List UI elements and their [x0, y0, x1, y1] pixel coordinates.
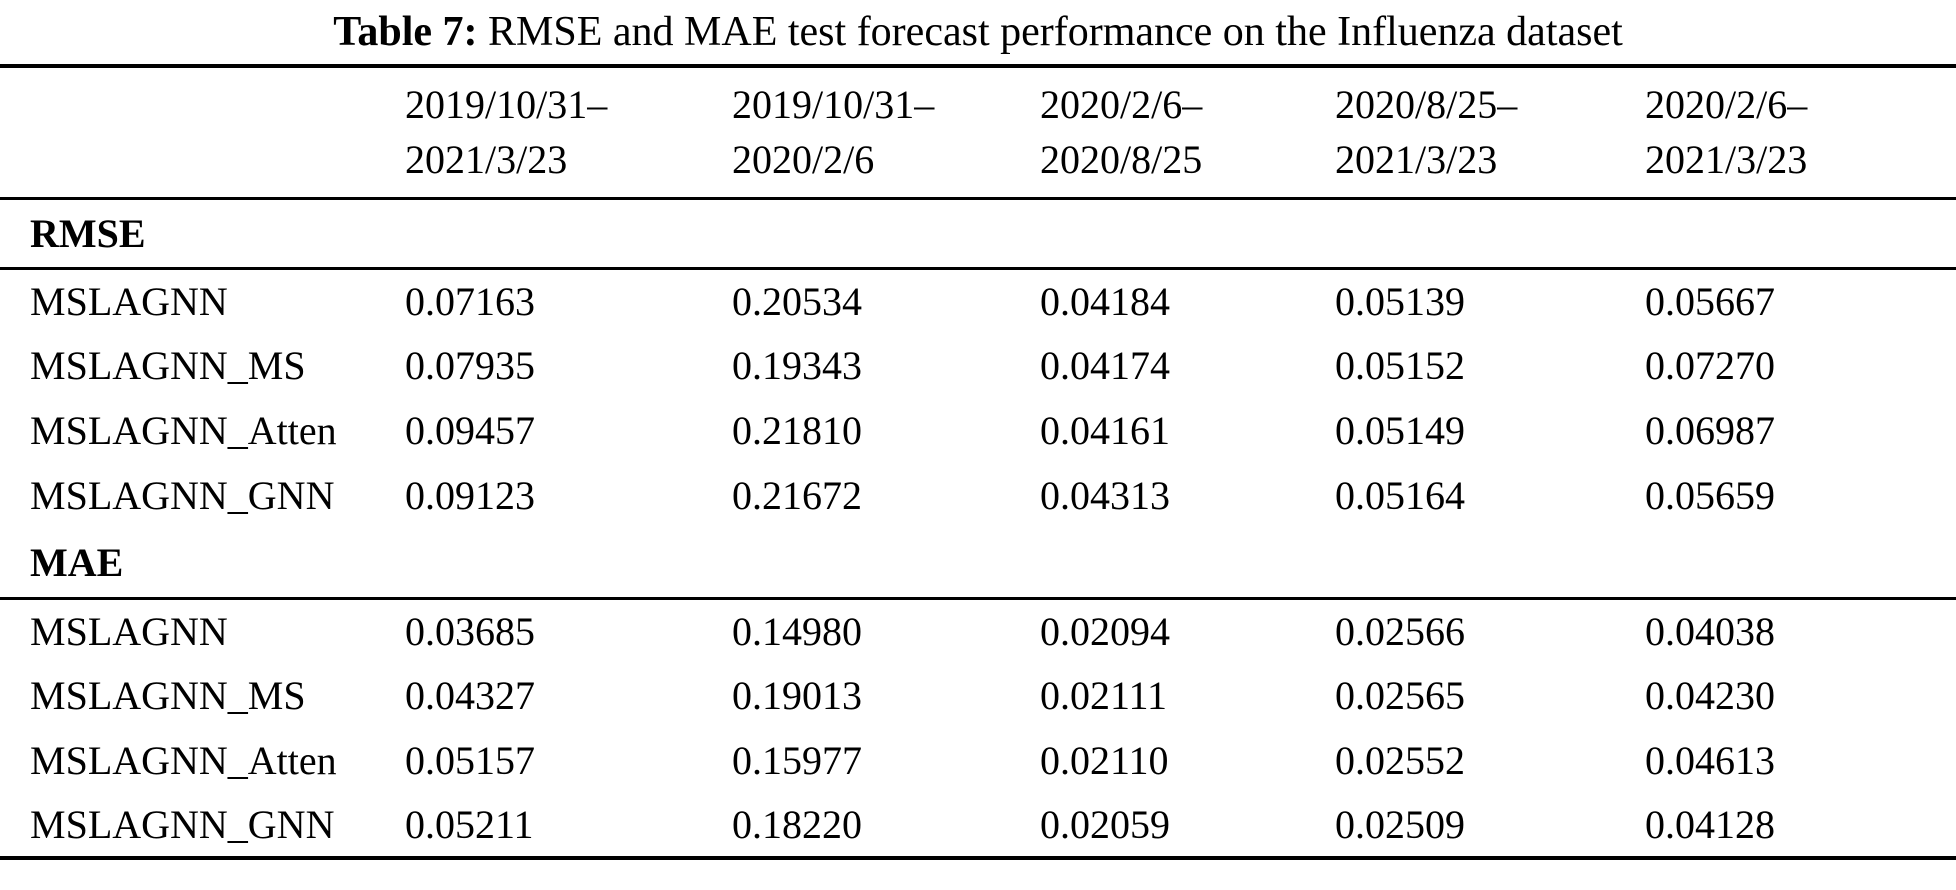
metric-value: 0.05667 [1645, 278, 1775, 324]
model-label: MSLAGNN_Atten [30, 738, 337, 783]
model-label: MSLAGNN_GNN [30, 802, 335, 847]
metric-value: 0.03685 [405, 608, 535, 654]
metric-value: 0.19013 [732, 673, 862, 718]
metric-value: 0.09457 [405, 408, 535, 453]
model-label: MSLAGNN_GNN [30, 473, 335, 518]
column-header-range-3: 2020/2/6– 2020/8/25 [1010, 66, 1305, 198]
table-row: MSLAGNN_Atten 0.09457 0.21810 0.04161 0.… [0, 398, 1956, 463]
metric-value: 0.15977 [732, 738, 862, 783]
metric-value: 0.02552 [1335, 738, 1465, 783]
metric-value: 0.05139 [1335, 278, 1465, 324]
metric-value: 0.02111 [1040, 673, 1168, 718]
metric-value: 0.02566 [1335, 608, 1465, 654]
metric-value: 0.04327 [405, 673, 535, 718]
date-range-start: 2019/10/31– [405, 82, 608, 128]
table-row: MSLAGNN_Atten 0.05157 0.15977 0.02110 0.… [0, 728, 1956, 793]
metric-value: 0.20534 [732, 278, 862, 324]
date-range-end: 2021/3/23 [405, 137, 568, 183]
date-range-start: 2020/8/25– [1335, 82, 1518, 128]
metric-value: 0.06987 [1645, 408, 1775, 453]
caption-label: Table 7: [333, 9, 478, 55]
metric-value: 0.07163 [405, 278, 535, 324]
metric-value: 0.04038 [1645, 608, 1775, 654]
model-label: MSLAGNN [30, 278, 228, 324]
metric-value: 0.07270 [1645, 343, 1775, 388]
metric-value: 0.09123 [405, 473, 535, 518]
column-header-row: 2019/10/31– 2021/3/23 2019/10/31– 2020/2… [0, 66, 1956, 198]
section-header-label: MAE [30, 539, 124, 585]
metric-value: 0.14980 [732, 608, 862, 654]
metric-value: 0.05152 [1335, 343, 1465, 388]
section-header-row: RMSE [0, 198, 1956, 268]
metric-value: 0.04230 [1645, 673, 1775, 718]
date-range-end: 2021/3/23 [1335, 137, 1498, 183]
metric-value: 0.21810 [732, 408, 862, 453]
table-row: MSLAGNN 0.07163 0.20534 0.04184 0.05139 … [0, 268, 1956, 333]
section-mae: MAE MSLAGNN 0.03685 0.14980 0.02094 0.02… [0, 528, 1956, 858]
model-label: MSLAGNN [30, 608, 228, 654]
column-header-empty [0, 66, 375, 198]
section-header-label: RMSE [30, 210, 146, 256]
metric-value: 0.05149 [1335, 408, 1465, 453]
column-header-range-4: 2020/8/25– 2021/3/23 [1305, 66, 1615, 198]
metric-value: 0.04128 [1645, 802, 1775, 847]
metric-value: 0.04313 [1040, 473, 1170, 518]
table-row: MSLAGNN_MS 0.04327 0.19013 0.02111 0.025… [0, 663, 1956, 728]
table-row: MSLAGNN_GNN 0.09123 0.21672 0.04313 0.05… [0, 463, 1956, 528]
metric-value: 0.02565 [1335, 673, 1465, 718]
metric-value: 0.05659 [1645, 473, 1775, 518]
metric-value: 0.02094 [1040, 608, 1170, 654]
metric-value: 0.04184 [1040, 278, 1170, 324]
date-range-end: 2020/2/6 [732, 137, 875, 183]
column-header-range-1: 2019/10/31– 2021/3/23 [375, 66, 702, 198]
caption-text: RMSE and MAE test forecast performance o… [488, 9, 1623, 55]
metric-value: 0.05164 [1335, 473, 1465, 518]
date-range-start: 2019/10/31– [732, 82, 935, 128]
metric-value: 0.18220 [732, 802, 862, 847]
metric-value: 0.02509 [1335, 802, 1465, 847]
date-range-start: 2020/2/6– [1040, 82, 1203, 128]
metric-value: 0.07935 [405, 343, 535, 388]
column-header-range-5: 2020/2/6– 2021/3/23 [1615, 66, 1956, 198]
metric-value: 0.21672 [732, 473, 862, 518]
section-rmse: RMSE MSLAGNN 0.07163 0.20534 0.04184 0.0… [0, 198, 1956, 528]
metric-value: 0.04613 [1645, 738, 1775, 783]
date-range-end: 2020/8/25 [1040, 137, 1203, 183]
table-caption: Table 7: RMSE and MAE test forecast perf… [0, 0, 1956, 64]
table-row: MSLAGNN_GNN 0.05211 0.18220 0.02059 0.02… [0, 793, 1956, 858]
metric-value: 0.05211 [405, 802, 534, 847]
metric-value: 0.19343 [732, 343, 862, 388]
model-label: MSLAGNN_MS [30, 673, 306, 718]
date-range-end: 2021/3/23 [1645, 137, 1808, 183]
metric-value: 0.05157 [405, 738, 535, 783]
model-label: MSLAGNN_MS [30, 343, 306, 388]
metric-value: 0.04174 [1040, 343, 1170, 388]
metric-value: 0.02110 [1040, 738, 1169, 783]
metric-value: 0.04161 [1040, 408, 1170, 453]
date-range-start: 2020/2/6– [1645, 82, 1808, 128]
table-row: MSLAGNN_MS 0.07935 0.19343 0.04174 0.051… [0, 333, 1956, 398]
model-label: MSLAGNN_Atten [30, 408, 337, 453]
section-header-row: MAE [0, 528, 1956, 598]
table-row: MSLAGNN 0.03685 0.14980 0.02094 0.02566 … [0, 598, 1956, 663]
metric-value: 0.02059 [1040, 802, 1170, 847]
results-table: 2019/10/31– 2021/3/23 2019/10/31– 2020/2… [0, 64, 1956, 860]
column-header-range-2: 2019/10/31– 2020/2/6 [702, 66, 1010, 198]
